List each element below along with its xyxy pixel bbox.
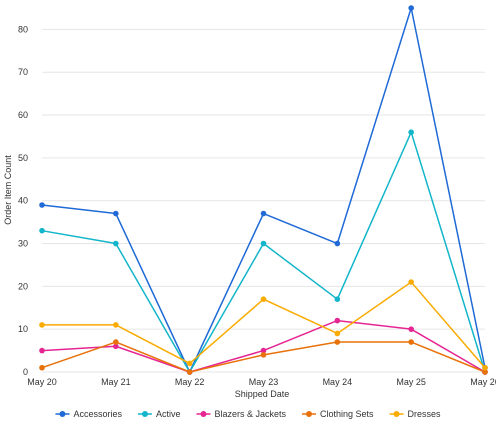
data-point[interactable] <box>482 369 488 375</box>
x-axis-title: Shipped Date <box>235 389 290 399</box>
legend-label: Dresses <box>408 409 442 419</box>
data-point[interactable] <box>334 240 341 247</box>
series-line <box>41 131 486 373</box>
y-tick-label: 0 <box>23 367 28 377</box>
x-tick-label: May 21 <box>101 377 131 387</box>
data-point[interactable] <box>39 364 45 371</box>
x-tick-label: May 26 <box>470 377 496 387</box>
series-points <box>39 5 488 375</box>
data-point[interactable] <box>113 322 119 328</box>
data-point[interactable] <box>113 210 119 217</box>
legend-item[interactable]: Dresses <box>389 409 442 419</box>
legend-item[interactable]: Accessories <box>55 409 122 419</box>
data-point[interactable] <box>408 279 414 285</box>
legend-item[interactable]: Clothing Sets <box>302 409 374 419</box>
data-point[interactable] <box>334 330 341 337</box>
legend-label: Clothing Sets <box>320 409 374 419</box>
legend-swatch-dot <box>393 411 400 417</box>
y-tick-label: 40 <box>18 196 28 206</box>
data-point[interactable] <box>334 296 341 303</box>
legend: Accessories Active Blazers & Jackets Clothi… <box>55 409 441 419</box>
data-point[interactable] <box>113 240 119 247</box>
data-point[interactable] <box>408 326 414 332</box>
data-point[interactable] <box>113 339 119 345</box>
y-tick-label: 10 <box>18 324 28 334</box>
y-axis-title: Order Item Count <box>3 155 13 225</box>
data-point[interactable] <box>260 240 267 247</box>
data-point[interactable] <box>260 352 267 358</box>
y-axis-ticks: 0 10 20 30 40 50 60 70 80 <box>18 24 28 377</box>
data-point[interactable] <box>260 296 267 303</box>
data-point[interactable] <box>186 360 193 367</box>
legend-label: Active <box>156 409 181 419</box>
data-point[interactable] <box>113 343 119 350</box>
x-tick-label: May 20 <box>27 377 57 387</box>
legend-item[interactable]: Blazers & Jackets <box>196 409 287 419</box>
data-point[interactable] <box>408 5 414 11</box>
data-point[interactable] <box>39 202 45 208</box>
legend-swatch-dot <box>200 411 207 417</box>
y-tick-label: 20 <box>18 281 28 291</box>
data-point[interactable] <box>260 347 267 354</box>
legend-item[interactable]: Active <box>137 409 181 419</box>
data-point[interactable] <box>482 364 488 371</box>
x-tick-label: May 23 <box>249 377 279 387</box>
series-lines <box>41 7 486 373</box>
data-point[interactable] <box>334 339 341 345</box>
data-point[interactable] <box>408 339 414 345</box>
legend-label: Blazers & Jackets <box>214 409 286 419</box>
x-tick-label: May 25 <box>396 377 426 387</box>
data-point[interactable] <box>260 210 267 217</box>
y-tick-label: 30 <box>18 239 28 249</box>
y-tick-label: 70 <box>18 67 28 77</box>
grid-lines <box>42 28 485 373</box>
x-axis-ticks: May 20 May 21 May 22 May 23 May 24 May 25 May … <box>27 377 496 387</box>
y-tick-label: 60 <box>18 110 28 120</box>
data-point[interactable] <box>334 317 341 324</box>
legend-swatch-dot <box>141 411 148 417</box>
legend-swatch-dot <box>59 411 66 417</box>
y-tick-label: 80 <box>18 24 28 34</box>
data-point[interactable] <box>186 369 193 375</box>
data-point[interactable] <box>39 322 45 328</box>
legend-swatch-dot <box>306 411 313 417</box>
x-tick-label: May 24 <box>323 377 353 387</box>
series-line <box>41 319 486 373</box>
y-tick-label: 50 <box>18 153 28 163</box>
legend-label: Accessories <box>73 409 122 419</box>
data-point[interactable] <box>408 129 414 135</box>
data-point[interactable] <box>39 227 45 234</box>
series-line <box>41 7 486 373</box>
data-point[interactable] <box>39 347 45 354</box>
x-tick-label: May 22 <box>175 377 205 387</box>
